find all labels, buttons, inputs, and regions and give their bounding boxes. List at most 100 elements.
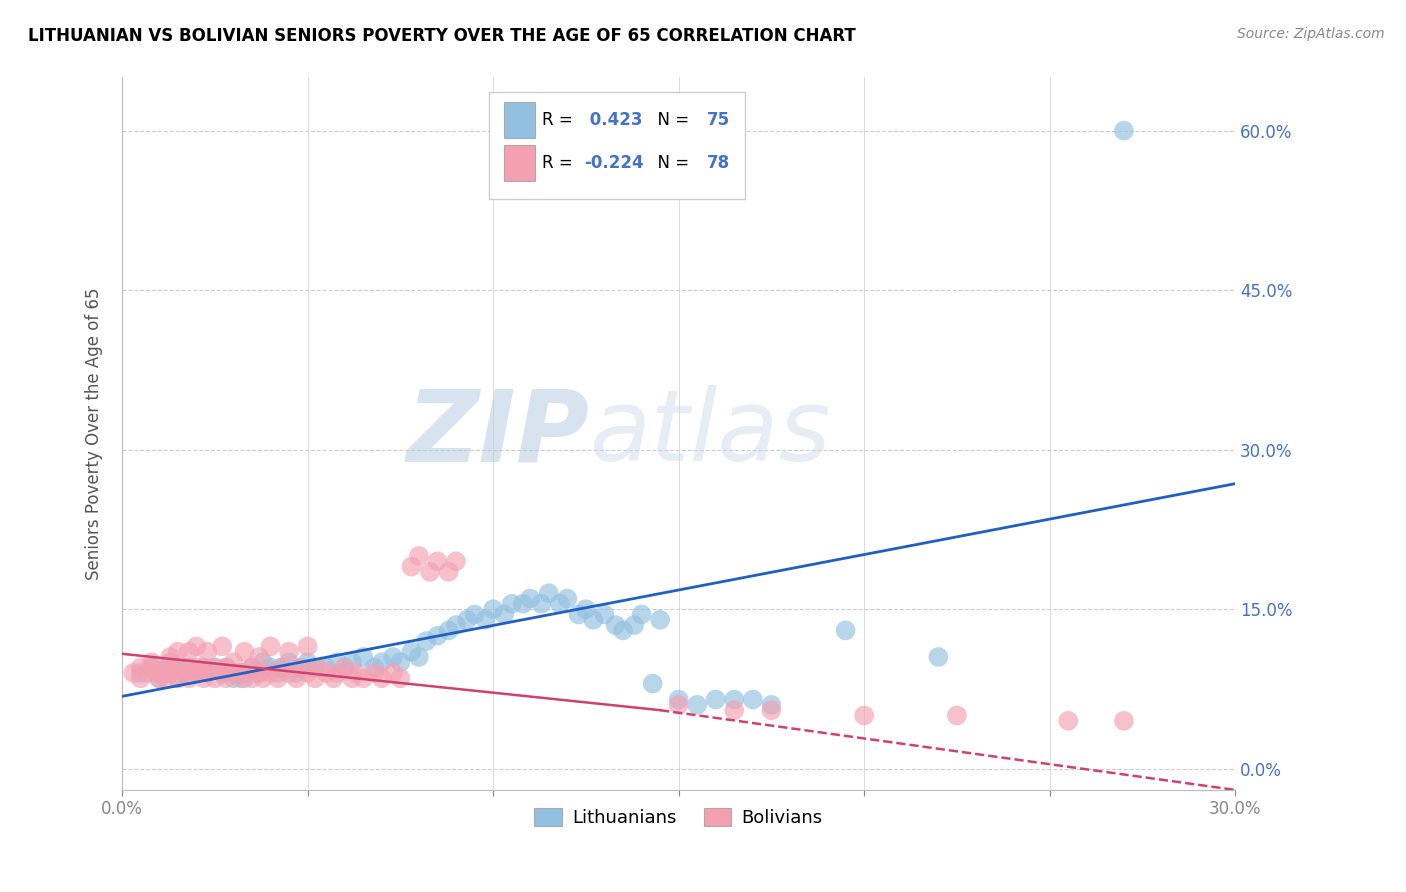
Point	[278, 655, 301, 669]
Point	[247, 665, 270, 680]
Point	[240, 660, 263, 674]
Point	[222, 671, 245, 685]
Point	[259, 640, 281, 654]
Point	[575, 602, 598, 616]
Point	[761, 703, 783, 717]
Point	[686, 698, 709, 712]
Point	[197, 645, 219, 659]
Point	[363, 665, 385, 680]
Point	[344, 665, 367, 680]
Bar	[503, 103, 536, 138]
Point	[593, 607, 616, 622]
Point	[166, 671, 188, 685]
Point	[582, 613, 605, 627]
Point	[927, 650, 949, 665]
Point	[326, 655, 349, 669]
Point	[155, 660, 177, 674]
Text: atlas: atlas	[589, 385, 831, 483]
Point	[426, 554, 449, 568]
Point	[519, 591, 541, 606]
Point	[1057, 714, 1080, 728]
Point	[148, 671, 170, 685]
Point	[408, 549, 430, 563]
Point	[704, 692, 727, 706]
Point	[444, 618, 467, 632]
Point	[340, 671, 363, 685]
Text: R =: R =	[541, 154, 578, 172]
Point	[193, 671, 215, 685]
Point	[340, 655, 363, 669]
Point	[482, 602, 505, 616]
Point	[159, 650, 181, 665]
Legend: Lithuanians, Bolivians: Lithuanians, Bolivians	[527, 800, 830, 834]
Point	[267, 671, 290, 685]
Point	[371, 655, 394, 669]
Point	[186, 665, 208, 680]
Point	[215, 660, 238, 674]
Point	[304, 660, 326, 674]
Point	[122, 665, 145, 680]
Point	[204, 660, 226, 674]
Point	[215, 660, 238, 674]
Point	[148, 665, 170, 680]
Point	[129, 671, 152, 685]
Text: 75: 75	[706, 112, 730, 129]
Point	[267, 665, 290, 680]
Point	[166, 645, 188, 659]
Point	[1112, 123, 1135, 137]
Point	[166, 660, 188, 674]
Point	[668, 698, 690, 712]
Point	[648, 613, 671, 627]
Point	[363, 660, 385, 674]
Point	[401, 559, 423, 574]
Point	[322, 671, 344, 685]
Point	[352, 671, 374, 685]
Point	[259, 660, 281, 674]
Point	[308, 660, 330, 674]
Point	[222, 665, 245, 680]
Point	[177, 645, 200, 659]
Point	[437, 565, 460, 579]
Point	[1112, 714, 1135, 728]
Point	[259, 665, 281, 680]
Point	[494, 607, 516, 622]
Point	[315, 665, 337, 680]
Point	[177, 660, 200, 674]
Point	[141, 655, 163, 669]
Point	[285, 671, 308, 685]
Point	[193, 660, 215, 674]
Point	[381, 665, 404, 680]
Point	[186, 665, 208, 680]
Point	[548, 597, 571, 611]
Point	[297, 665, 319, 680]
Point	[166, 671, 188, 685]
Point	[177, 671, 200, 685]
Point	[229, 665, 252, 680]
Bar	[503, 145, 536, 181]
Point	[288, 660, 311, 674]
Point	[247, 650, 270, 665]
Point	[297, 640, 319, 654]
Point	[204, 671, 226, 685]
Point	[408, 650, 430, 665]
Point	[252, 655, 274, 669]
Point	[456, 613, 478, 627]
Point	[129, 665, 152, 680]
Point	[304, 671, 326, 685]
Point	[464, 607, 486, 622]
Point	[352, 650, 374, 665]
Point	[177, 660, 200, 674]
Point	[530, 597, 553, 611]
Point	[389, 671, 412, 685]
Text: -0.224: -0.224	[583, 154, 644, 172]
Point	[371, 671, 394, 685]
Point	[512, 597, 534, 611]
Point	[723, 692, 745, 706]
Point	[761, 698, 783, 712]
Point	[174, 665, 197, 680]
Point	[623, 618, 645, 632]
Point	[159, 655, 181, 669]
Point	[197, 665, 219, 680]
Point	[136, 665, 159, 680]
Point	[723, 703, 745, 717]
